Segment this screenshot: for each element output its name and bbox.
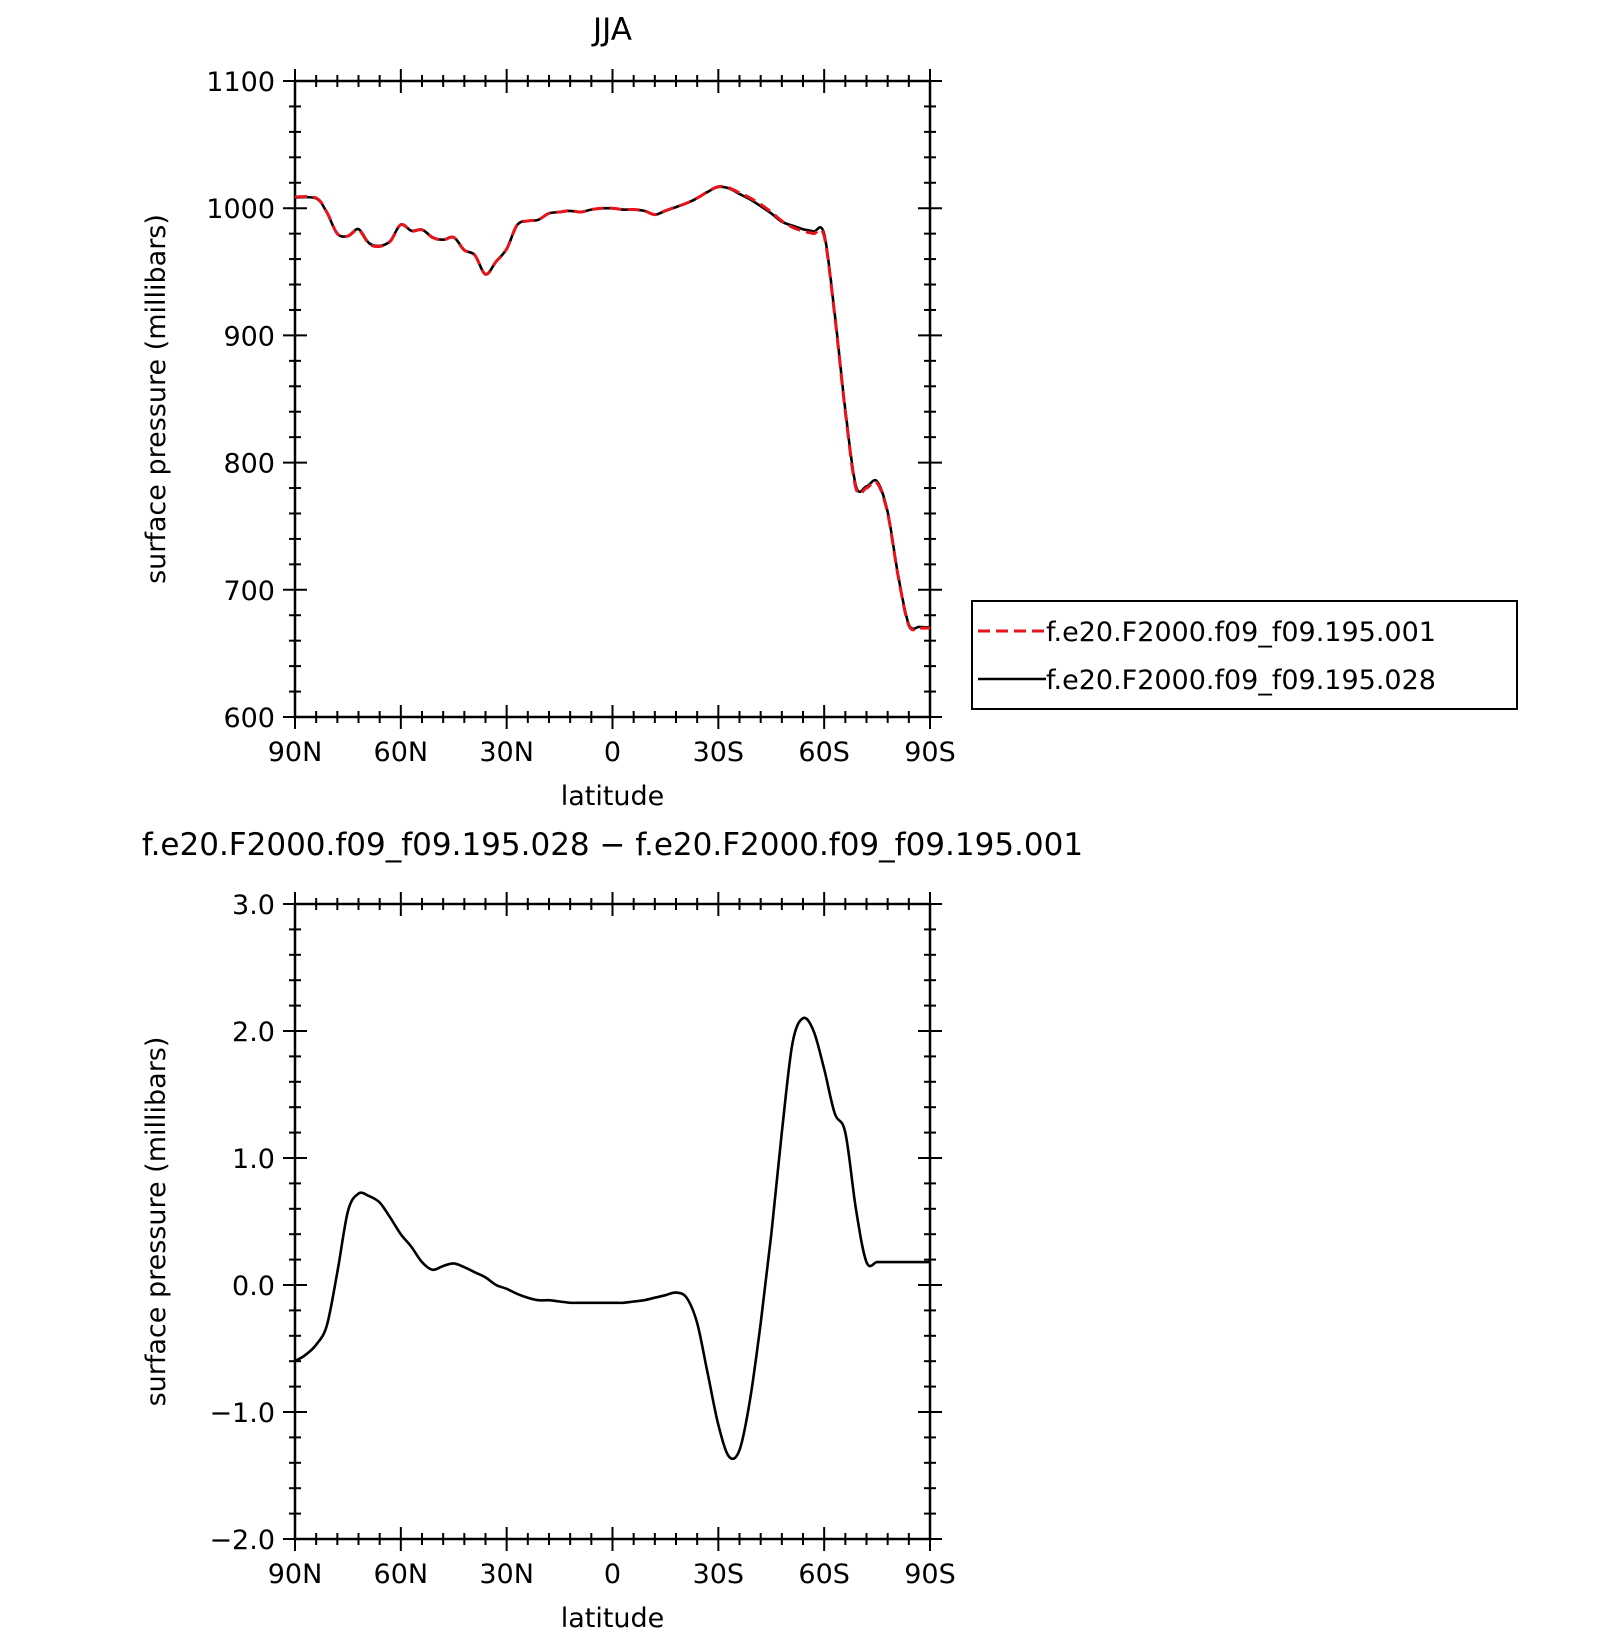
y-tick-label: 3.0 — [232, 890, 275, 921]
x-tick-label: 60S — [798, 737, 850, 768]
tick-marks — [283, 892, 942, 1551]
x-tick-label: 90N — [268, 737, 323, 768]
x-tick-label: 60S — [798, 1559, 850, 1590]
y-tick-label: −1.0 — [209, 1398, 275, 1429]
y-tick-label: 600 — [223, 703, 275, 734]
y-tick-label: 1000 — [206, 194, 275, 225]
chart-difference: f.e20.F2000.f09_f09.195.028 − f.e20.F200… — [141, 827, 1083, 1634]
plot-frame — [293, 79, 932, 719]
series-line-1 — [294, 1016, 930, 1461]
y-axis-label: surface pressure (millibars) — [141, 214, 172, 584]
x-tick-label: 90S — [904, 737, 956, 768]
chart-title: f.e20.F2000.f09_f09.195.028 − f.e20.F200… — [142, 827, 1083, 863]
chart-jja: JJA 600 700 800 900 1000 1100 90N 60N 30N 0 30S 60S 9… — [141, 12, 1518, 812]
y-tick-label: 700 — [223, 576, 275, 607]
x-tick-label: 30S — [693, 1559, 745, 1590]
legend: f.e20.F2000.f09_f09.195.001 f.e20.F2000.f… — [971, 600, 1518, 710]
y-tick-label: 900 — [223, 321, 275, 352]
tick-marks — [283, 69, 942, 729]
y-tick-label: 1.0 — [232, 1144, 275, 1175]
series-line-2 — [294, 185, 931, 631]
x-tick-label: 60N — [374, 1559, 429, 1590]
y-tick-label: 0.0 — [232, 1271, 275, 1302]
x-tick-label: 0 — [604, 737, 621, 768]
y-tick-label: −2.0 — [209, 1525, 275, 1556]
x-tick-label: 90S — [904, 1559, 956, 1590]
x-tick-label: 90N — [268, 1559, 323, 1590]
y-tick-label: 2.0 — [232, 1017, 275, 1048]
x-tick-label: 60N — [374, 737, 429, 768]
legend-entry: f.e20.F2000.f09_f09.195.001 — [1046, 617, 1436, 648]
y-axis-label: surface pressure (millibars) — [141, 1037, 172, 1407]
x-tick-label: 30N — [479, 737, 534, 768]
x-axis-label: latitude — [561, 781, 665, 812]
chart-title: JJA — [591, 12, 632, 48]
legend-entry: f.e20.F2000.f09_f09.195.028 — [1046, 665, 1436, 696]
x-axis-label: latitude — [561, 1603, 665, 1634]
legend-box — [971, 600, 1518, 710]
x-tick-label: 30N — [479, 1559, 534, 1590]
x-tick-label: 0 — [604, 1559, 621, 1590]
x-tick-label: 30S — [693, 737, 745, 768]
series-line-1 — [294, 184, 931, 632]
y-tick-label: 1100 — [206, 67, 275, 98]
plot-frame — [293, 902, 932, 1541]
y-tick-label: 800 — [223, 449, 275, 480]
